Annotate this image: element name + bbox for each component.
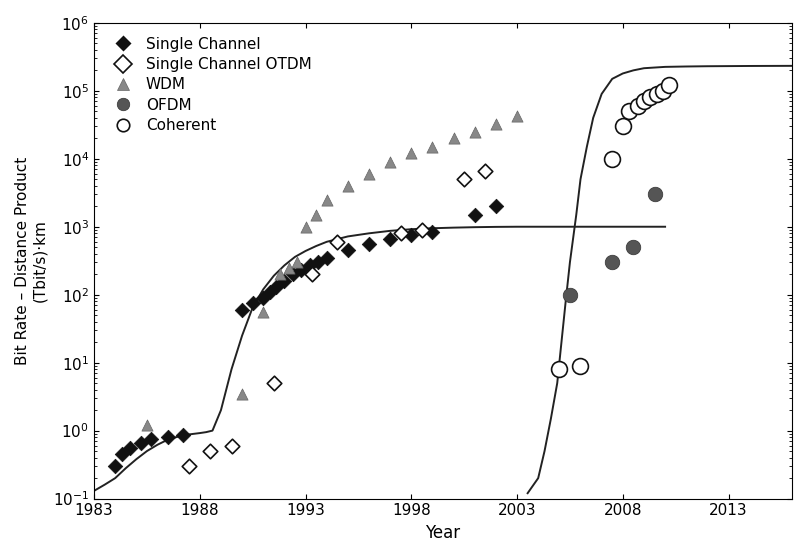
Point xyxy=(657,86,670,95)
Point xyxy=(631,101,644,110)
Point xyxy=(383,158,396,167)
Point xyxy=(134,439,147,448)
Point xyxy=(305,270,318,278)
Point xyxy=(395,229,408,238)
Point xyxy=(650,90,663,99)
Point xyxy=(606,258,619,267)
Point xyxy=(648,190,661,199)
Point xyxy=(225,441,238,450)
Point xyxy=(320,196,333,204)
Point xyxy=(644,93,657,102)
Point xyxy=(123,444,136,453)
Point xyxy=(320,253,333,262)
Point xyxy=(161,433,174,442)
X-axis label: Year: Year xyxy=(425,524,461,542)
Point xyxy=(468,127,481,136)
Point xyxy=(310,211,323,219)
Point xyxy=(617,122,629,131)
Point xyxy=(109,462,122,471)
Point xyxy=(303,261,316,270)
Point xyxy=(341,182,354,190)
Y-axis label: Bit Rate – Distance Product
(Tbit/s)·km: Bit Rate – Distance Product (Tbit/s)·km xyxy=(15,157,48,365)
Point xyxy=(267,379,280,388)
Point xyxy=(312,258,324,267)
Point xyxy=(236,305,249,314)
Point xyxy=(282,263,295,272)
Point xyxy=(140,421,153,429)
Point xyxy=(362,240,375,249)
Point xyxy=(405,149,418,158)
Point xyxy=(638,97,650,106)
Point xyxy=(341,246,354,255)
Point xyxy=(416,226,429,234)
Point xyxy=(182,462,195,471)
Point xyxy=(479,167,491,176)
Point xyxy=(362,169,375,178)
Point xyxy=(489,202,502,211)
Point xyxy=(426,143,439,152)
Point xyxy=(627,243,640,252)
Point xyxy=(295,266,307,275)
Point xyxy=(291,258,303,267)
Point xyxy=(553,365,566,374)
Point xyxy=(383,235,396,244)
Point xyxy=(574,361,587,370)
Point xyxy=(144,434,157,443)
Point xyxy=(246,299,259,307)
Point xyxy=(115,449,128,458)
Point xyxy=(606,154,619,163)
Point xyxy=(426,227,439,236)
Point xyxy=(263,287,276,296)
Point xyxy=(204,447,217,456)
Point xyxy=(274,270,286,278)
Point xyxy=(458,175,470,184)
Point xyxy=(623,107,636,116)
Point xyxy=(257,294,270,302)
Point xyxy=(270,282,282,291)
Point xyxy=(405,231,418,240)
Point xyxy=(257,308,270,317)
Point xyxy=(299,222,312,231)
Point xyxy=(447,134,460,143)
Legend: Single Channel, Single Channel OTDM, WDM, OFDM, Coherent: Single Channel, Single Channel OTDM, WDM… xyxy=(102,31,318,139)
Point xyxy=(468,211,481,219)
Point xyxy=(236,389,249,398)
Point xyxy=(177,431,190,440)
Point xyxy=(331,237,344,246)
Point xyxy=(286,270,299,278)
Point xyxy=(511,112,524,121)
Point xyxy=(278,276,291,285)
Point xyxy=(489,120,502,129)
Point xyxy=(663,81,675,90)
Point xyxy=(563,290,576,299)
